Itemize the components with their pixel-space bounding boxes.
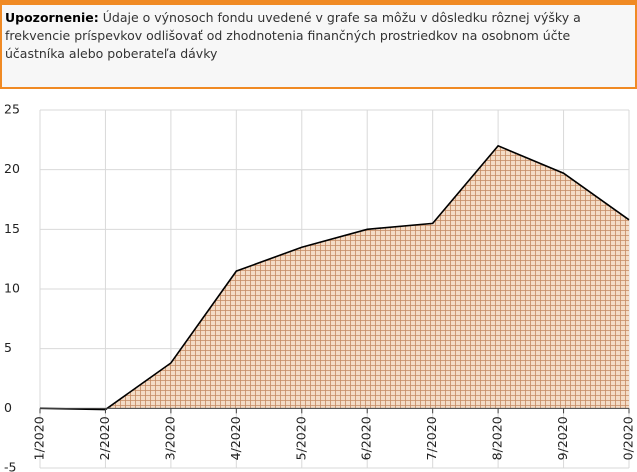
x-tick-label: 1/2020 xyxy=(32,416,47,460)
x-tick-label: 8/2020 xyxy=(490,416,505,460)
x-tick-label: 9/2020 xyxy=(555,416,570,460)
y-tick-label: -5 xyxy=(4,460,16,472)
warning-box: Upozornenie: Údaje o výnosoch fondu uved… xyxy=(0,0,637,89)
y-tick-label: 15 xyxy=(4,221,20,236)
y-tick-label: 10 xyxy=(4,281,20,296)
x-tick-label: 3/2020 xyxy=(162,416,177,460)
y-tick-label: 5 xyxy=(4,340,12,355)
y-tick-label: 0 xyxy=(4,400,12,415)
x-tick-label: 6/2020 xyxy=(359,416,374,460)
x-tick-label: 0/2020 xyxy=(621,416,636,460)
area xyxy=(40,145,629,410)
y-tick-label: 25 xyxy=(4,102,20,117)
x-tick-label: 7/2020 xyxy=(424,416,439,460)
x-tick-label: 5/2020 xyxy=(293,416,308,460)
warning-label: Upozornenie: xyxy=(5,10,99,25)
x-tick-label: 4/2020 xyxy=(228,416,243,460)
y-tick-label: 20 xyxy=(4,161,20,176)
line xyxy=(39,144,630,411)
x-tick-label: 2/2020 xyxy=(97,416,112,460)
warning-text: Údaje o výnosoch fondu uvedené v grafe s… xyxy=(5,10,581,61)
